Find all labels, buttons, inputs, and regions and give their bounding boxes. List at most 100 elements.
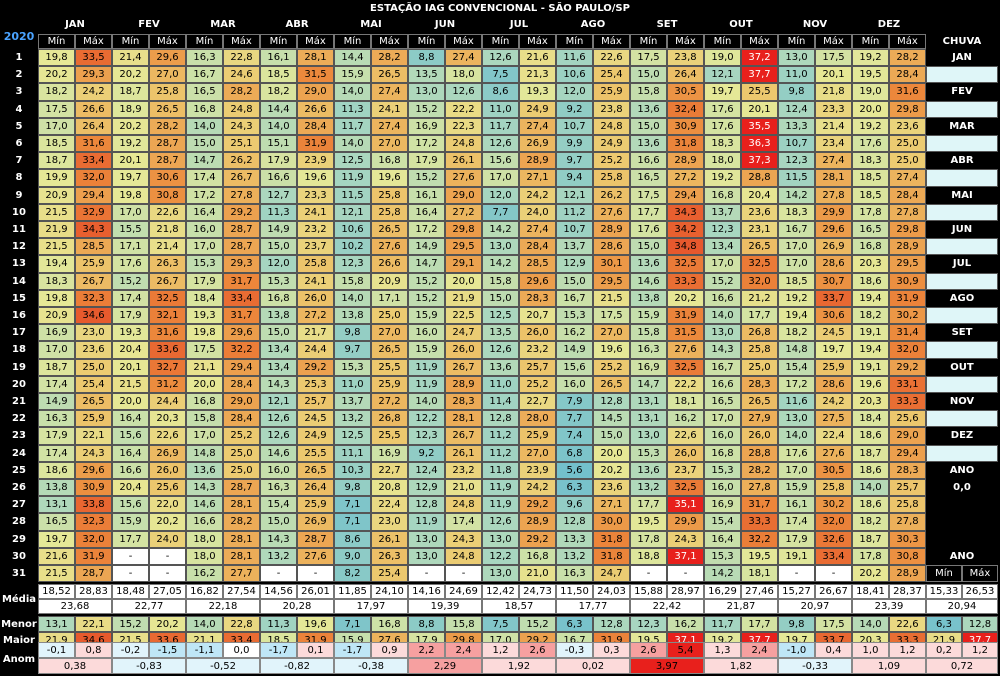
temp-cell: 28,1 <box>223 547 260 565</box>
chuva-value-slot <box>926 444 998 462</box>
temp-cell: 16,6 <box>186 513 223 531</box>
media-cell: 12,42 <box>482 584 519 600</box>
temp-cell: 19,4 <box>852 341 889 359</box>
temp-cell: 34,2 <box>667 221 704 239</box>
temp-cell: 23,3 <box>297 186 334 204</box>
temp-cell: 26,5 <box>371 221 408 239</box>
temp-cell: 24,8 <box>445 135 482 153</box>
temp-cell: 17,4 <box>445 513 482 531</box>
day-label: 7 <box>15 155 23 167</box>
temp-cell: 16,5 <box>704 393 741 411</box>
temp-cell: 24,3 <box>445 530 482 548</box>
temp-cell: 11,0 <box>334 375 371 393</box>
temp-cell: 19,2 <box>852 117 889 135</box>
temp-cell: 13,0 <box>778 49 815 67</box>
temp-cell: 14,9 <box>556 341 593 359</box>
temp-cell: 17,6 <box>630 221 667 239</box>
temp-cell: 32,4 <box>667 100 704 118</box>
temp-cell: 15,3 <box>186 255 223 273</box>
temp-cell: 20,2 <box>112 117 149 135</box>
month-header-abr: ABR <box>285 18 309 30</box>
temp-cell: 26,0 <box>667 444 704 462</box>
temp-cell: 25,0 <box>223 444 260 462</box>
chuva-value-slot <box>926 169 998 187</box>
temp-cell: 13,1 <box>630 393 667 411</box>
temp-cell: 17,0 <box>186 427 223 445</box>
chuva-month-label: MAI <box>951 189 973 201</box>
temp-cell: 26,5 <box>593 375 630 393</box>
temp-cell: 25,0 <box>371 307 408 325</box>
temp-cell: 20,0 <box>852 100 889 118</box>
temp-cell: 18,6 <box>38 461 75 479</box>
temp-cell: 37,2 <box>741 49 778 67</box>
menor-cell: 15,2 <box>519 616 556 633</box>
temp-cell: 24,4 <box>149 393 186 411</box>
temp-cell: 12,1 <box>334 203 371 221</box>
max-label: Máx <box>741 34 778 49</box>
temp-cell: 26,1 <box>371 530 408 548</box>
min-label: Mín <box>482 34 519 49</box>
temp-cell: 16,0 <box>408 324 445 342</box>
temp-cell: 16,4 <box>704 530 741 548</box>
temp-cell: 24,2 <box>815 393 852 411</box>
temp-cell: 31,8 <box>667 135 704 153</box>
temp-cell: 13,8 <box>630 289 667 307</box>
temp-cell: 14,2 <box>482 255 519 273</box>
temp-cell: 25,0 <box>223 461 260 479</box>
temp-cell: - <box>260 565 297 583</box>
temp-cell: 11,7 <box>334 117 371 135</box>
temp-cell: 11,4 <box>482 393 519 411</box>
chuva-ano-label: ANO <box>949 464 975 476</box>
temp-cell: 27,1 <box>519 169 556 187</box>
month-header-out: OUT <box>729 18 753 30</box>
temp-cell: 17,6 <box>704 117 741 135</box>
temp-cell: 20,9 <box>38 186 75 204</box>
temp-cell: 10,3 <box>334 461 371 479</box>
temp-cell: 23,6 <box>593 479 630 497</box>
anom-cell: 1,2 <box>962 642 998 658</box>
anom-cell: 0,9 <box>371 642 408 658</box>
temp-cell: 12,1 <box>704 66 741 84</box>
temp-cell: 26,8 <box>741 324 778 342</box>
temp-cell: 11,8 <box>482 461 519 479</box>
temp-cell: 17,4 <box>112 289 149 307</box>
temp-cell: 32,1 <box>149 307 186 325</box>
temp-cell: 15,9 <box>334 66 371 84</box>
temp-cell: 12,3 <box>704 221 741 239</box>
temp-cell: 24,9 <box>297 427 334 445</box>
media-cell: 18,41 <box>852 584 889 600</box>
temp-cell: 33,8 <box>75 496 112 514</box>
media-cell: 18,48 <box>112 584 149 600</box>
temp-cell: 19,8 <box>38 289 75 307</box>
temp-cell: 28,4 <box>297 117 334 135</box>
temp-cell: 23,0 <box>371 513 408 531</box>
temp-cell: 18,6 <box>852 496 889 514</box>
min-label: Mín <box>778 34 815 49</box>
temp-cell: 19,0 <box>852 83 889 101</box>
temp-cell: 16,3 <box>630 341 667 359</box>
temp-cell: 15,9 <box>112 513 149 531</box>
temp-cell: 27,1 <box>593 496 630 514</box>
month-header-mai: MAI <box>360 18 382 30</box>
temp-cell: 18,0 <box>186 530 223 548</box>
temp-cell: 18,5 <box>778 272 815 290</box>
chuva-value-slot <box>926 341 998 359</box>
temp-cell: 23,0 <box>75 324 112 342</box>
temp-cell: 17,9 <box>112 307 149 325</box>
menor-cell: 22,6 <box>889 616 926 633</box>
temp-cell: 23,6 <box>741 203 778 221</box>
temp-cell: 15,0 <box>260 238 297 256</box>
temp-cell: - <box>667 565 704 583</box>
temp-cell: 12,9 <box>408 479 445 497</box>
anom-cell: 0,1 <box>297 642 334 658</box>
temp-cell: 17,5 <box>38 100 75 118</box>
temp-cell: 29,5 <box>593 272 630 290</box>
temp-cell: 33,1 <box>889 375 926 393</box>
temp-cell: 15,3 <box>334 358 371 376</box>
temp-cell: 26,0 <box>519 324 556 342</box>
temp-cell: 31,6 <box>889 83 926 101</box>
temp-cell: 20,4 <box>741 186 778 204</box>
temp-cell: 26,0 <box>297 289 334 307</box>
temp-cell: 14,3 <box>260 375 297 393</box>
temp-cell: 21,9 <box>445 289 482 307</box>
